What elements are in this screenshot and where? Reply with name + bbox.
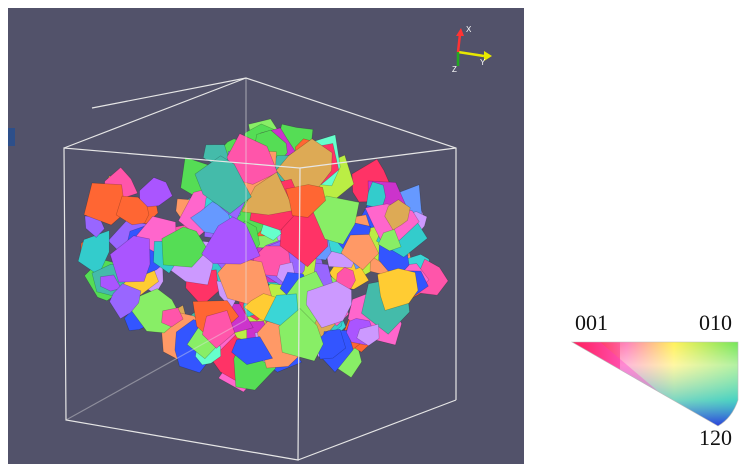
bounding-box-top-left: [63, 77, 247, 149]
grain: [226, 133, 278, 185]
x-axis-label: X: [466, 25, 472, 34]
grain: [100, 274, 122, 292]
viewport-edge-marker: [8, 128, 15, 146]
y-axis-arrowhead: [484, 51, 492, 61]
grain: [115, 195, 150, 226]
bounding-box: [63, 77, 457, 461]
grain: [356, 323, 380, 347]
grain: [161, 226, 209, 268]
grain: [194, 155, 252, 214]
grain: [109, 235, 151, 283]
grain: [377, 228, 402, 252]
ipf-triangle-outline: [570, 341, 739, 427]
bounding-box-bottom-right: [297, 399, 457, 461]
grain: [161, 307, 184, 328]
legend-label-010: 010: [699, 310, 732, 335]
axes-orientation-gizmo: X Y Z: [452, 25, 492, 74]
grain: [83, 182, 126, 226]
ipf-color-key-triangle: [570, 341, 739, 427]
3d-viewport[interactable]: X Y Z: [8, 8, 524, 464]
grain: [278, 307, 324, 362]
y-axis-label: Y: [480, 58, 486, 67]
grain-cluster: [77, 118, 449, 393]
grain-structure-render: X Y Z: [63, 25, 492, 461]
grain: [109, 283, 142, 320]
bounding-box-back: [91, 77, 457, 400]
z-axis-label: Z: [452, 65, 457, 74]
x-axis-arrow: [456, 33, 462, 53]
legend-label-120: 120: [699, 425, 732, 450]
y-axis-arrow: [457, 50, 485, 58]
grain: [377, 268, 419, 311]
bounding-box-bottom-left: [65, 319, 247, 421]
grain: [340, 234, 379, 271]
grain: [139, 177, 173, 208]
grain: [305, 280, 353, 329]
grain: [285, 184, 326, 218]
x-axis-arrowhead: [456, 28, 464, 36]
grain: [231, 336, 274, 365]
bounding-box-top-right: [299, 147, 457, 169]
legend-label-001: 001: [575, 310, 608, 335]
grain: [384, 199, 411, 231]
grain: [202, 310, 236, 349]
